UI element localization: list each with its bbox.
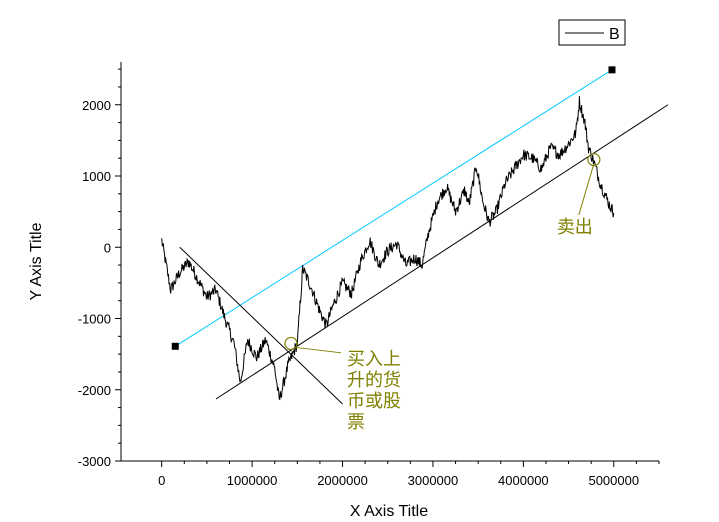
x-tick-label: 3000000 xyxy=(408,473,459,488)
buy-annotation-text: 票 xyxy=(347,412,365,432)
y-tick-label: 2000 xyxy=(82,98,111,113)
x-tick-label: 4000000 xyxy=(498,473,549,488)
buy-annotation-text: 升的货 xyxy=(347,370,401,390)
series-line-B xyxy=(161,96,615,401)
y-tick-label: -2000 xyxy=(78,383,111,398)
sell-annotation-text: 卖出 xyxy=(557,217,593,237)
legend-label: B xyxy=(609,26,620,43)
x-tick-label: 5000000 xyxy=(588,473,639,488)
y-tick-label: -1000 xyxy=(78,312,111,327)
end-marker xyxy=(608,66,616,74)
x-tick-label: 2000000 xyxy=(317,473,368,488)
start-marker xyxy=(171,342,179,350)
y-tick-label: -3000 xyxy=(78,454,111,469)
buy-annotation-arrow xyxy=(295,346,342,354)
y-tick-label: 1000 xyxy=(82,169,111,184)
x-axis-title: X Axis Title xyxy=(350,503,428,520)
buy-annotation-circle xyxy=(284,336,298,351)
buy-annotation-text: 币或股 xyxy=(347,391,401,411)
lower-channel-line xyxy=(215,104,669,400)
sell-annotation-arrow xyxy=(578,163,595,216)
sell-annotation-circle xyxy=(587,153,601,167)
y-axis-title: Y Axis Title xyxy=(28,222,45,300)
upper-channel-line xyxy=(174,69,613,347)
buy-annotation-text: 买入上 xyxy=(347,349,401,369)
downtrend-line xyxy=(179,246,343,405)
x-tick-label: 0 xyxy=(158,473,165,488)
y-tick-label: 0 xyxy=(104,240,111,255)
x-tick-label: 1000000 xyxy=(227,473,278,488)
